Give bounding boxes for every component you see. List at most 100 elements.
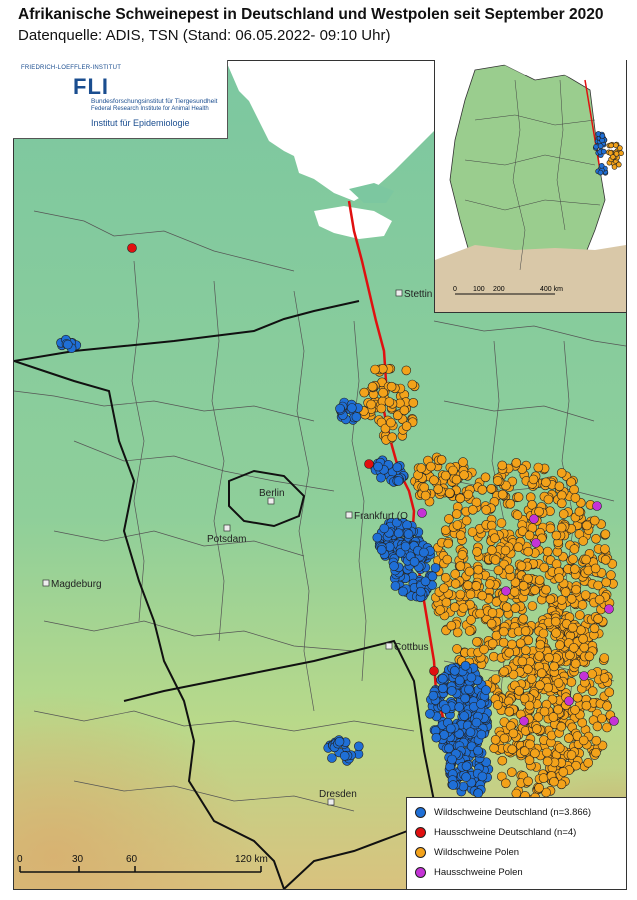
point-wild-poland xyxy=(606,570,616,580)
point-wild-poland xyxy=(507,744,518,755)
point-wild-poland xyxy=(450,578,461,589)
point-wild-poland xyxy=(380,423,391,434)
point-wild-germany xyxy=(473,745,483,756)
point-wild-poland xyxy=(517,656,528,667)
point-wild-poland xyxy=(401,365,412,376)
point-wild-poland xyxy=(451,509,462,519)
city-label: Berlin xyxy=(259,488,285,499)
point-wild-poland xyxy=(429,475,439,486)
point-wild-germany xyxy=(461,772,471,782)
legend-dot-red xyxy=(415,826,426,838)
overview-inset-map[interactable]: 0 100 200 400 km xyxy=(434,60,626,313)
point-wild-poland xyxy=(534,651,545,661)
point-domestic-poland xyxy=(519,716,529,726)
point-wild-poland xyxy=(604,687,615,698)
inset-scale-label-400: 400 km xyxy=(540,286,563,293)
point-wild-poland xyxy=(597,713,607,724)
point-wild-germany xyxy=(466,672,477,683)
point-wild-germany xyxy=(440,704,451,714)
point-wild-germany xyxy=(390,581,401,591)
point-wild-poland xyxy=(535,680,545,691)
point-wild-poland xyxy=(590,563,601,574)
point-wild-poland xyxy=(523,776,533,787)
point-wild-poland xyxy=(451,474,462,485)
point-wild-poland xyxy=(587,686,598,697)
point-wild-poland xyxy=(589,623,600,634)
point-domestic-poland xyxy=(579,671,589,681)
point-wild-poland xyxy=(484,579,495,589)
point-wild-poland xyxy=(530,748,540,759)
point-wild-poland xyxy=(579,642,590,653)
inset-point xyxy=(599,133,606,139)
inset-point xyxy=(613,151,620,157)
point-wild-poland xyxy=(492,700,503,710)
legend-item-domestic-germany: Hausschweine Deutschland (n=4) xyxy=(415,824,576,840)
point-wild-poland xyxy=(458,603,469,613)
point-wild-poland xyxy=(549,776,559,787)
point-wild-poland xyxy=(500,545,511,556)
point-wild-poland xyxy=(534,575,545,586)
point-wild-poland xyxy=(472,546,482,557)
point-wild-germany xyxy=(430,563,441,573)
inset-scale-label-0: 0 xyxy=(453,286,457,293)
point-wild-poland xyxy=(551,628,561,638)
point-wild-poland xyxy=(581,700,592,711)
city-marker xyxy=(327,798,335,806)
point-wild-poland xyxy=(436,454,447,465)
point-wild-poland xyxy=(574,506,585,517)
point-wild-germany xyxy=(458,781,469,792)
city-label: Magdeburg xyxy=(51,579,102,590)
points-domestic-poland xyxy=(417,501,619,726)
point-wild-poland xyxy=(420,490,431,501)
point-wild-poland xyxy=(491,630,502,641)
legend-item-wild-poland: Wildschweine Polen xyxy=(415,844,519,860)
point-domestic-poland xyxy=(609,716,619,726)
city-marker xyxy=(42,579,50,587)
point-wild-poland xyxy=(542,747,552,758)
point-wild-poland xyxy=(591,747,601,758)
inset-point xyxy=(618,150,624,156)
point-domestic-poland xyxy=(604,604,614,614)
point-wild-poland xyxy=(551,530,562,541)
point-wild-poland xyxy=(497,755,508,766)
point-wild-poland xyxy=(367,381,378,392)
scale-label-120: 120 km xyxy=(235,854,268,865)
point-wild-poland xyxy=(524,530,535,541)
point-wild-poland xyxy=(554,481,565,492)
point-wild-poland xyxy=(459,470,469,480)
point-wild-germany xyxy=(454,702,465,712)
point-wild-poland xyxy=(505,498,516,509)
point-wild-germany xyxy=(415,586,426,597)
city-label: Cottbus xyxy=(394,642,428,653)
point-wild-poland xyxy=(534,506,544,517)
map-legend: Wildschweine Deutschland (n=3.866) Hauss… xyxy=(406,797,626,889)
point-wild-poland xyxy=(523,546,534,557)
point-wild-germany xyxy=(398,586,408,597)
point-wild-poland xyxy=(550,616,561,627)
point-wild-poland xyxy=(376,403,387,414)
point-wild-poland xyxy=(510,577,521,588)
point-wild-poland xyxy=(535,639,546,650)
point-wild-poland xyxy=(504,706,515,717)
point-wild-poland xyxy=(465,589,476,600)
point-wild-poland xyxy=(570,493,581,503)
point-wild-poland xyxy=(570,658,581,669)
point-wild-poland xyxy=(519,746,530,757)
point-wild-poland xyxy=(545,523,556,534)
logo-institute-name: FRIEDRICH-LOEFFLER-INSTITUT xyxy=(21,65,122,71)
point-wild-poland xyxy=(577,600,588,610)
point-wild-poland xyxy=(516,561,527,571)
point-wild-poland xyxy=(523,664,533,675)
point-wild-germany xyxy=(464,684,474,695)
inset-point xyxy=(616,161,622,168)
point-wild-poland xyxy=(452,627,463,638)
point-wild-poland xyxy=(480,472,491,483)
point-wild-germany xyxy=(476,699,486,709)
inset-sea xyxy=(435,60,626,85)
point-wild-poland xyxy=(572,692,583,703)
point-wild-poland xyxy=(582,520,592,531)
point-wild-poland xyxy=(520,645,531,656)
point-wild-poland xyxy=(510,603,521,614)
point-wild-poland xyxy=(601,577,612,588)
point-wild-poland xyxy=(536,668,547,679)
